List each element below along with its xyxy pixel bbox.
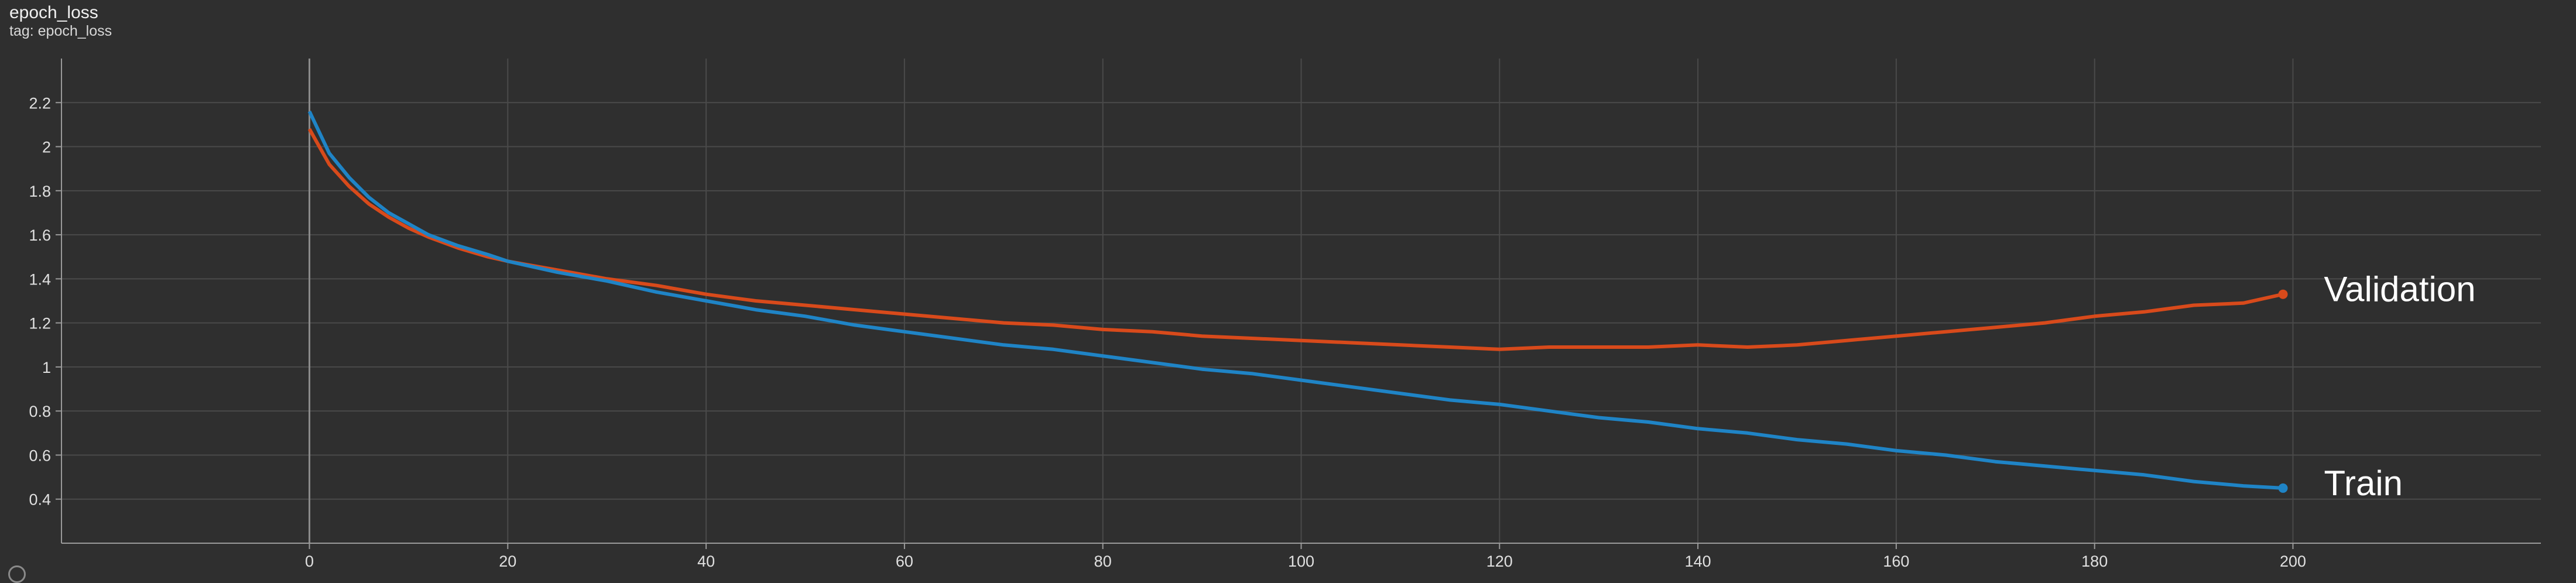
x-tick-label: 60 <box>896 553 913 570</box>
grid-lines <box>61 59 2541 543</box>
chart-title: epoch_loss <box>9 3 98 22</box>
chart-subtitle: tag: epoch_loss <box>9 23 112 39</box>
y-tick-label: 1.4 <box>29 270 51 288</box>
y-tick-label: 0.6 <box>29 447 51 464</box>
y-tick-label: 2.2 <box>29 94 51 112</box>
train-series-label: Train <box>2324 464 2403 503</box>
y-tick-label: 1.2 <box>29 315 51 332</box>
validation-series-line <box>307 128 2284 351</box>
axes <box>56 59 2541 549</box>
x-tick-label: 160 <box>1883 553 1909 570</box>
y-tick-label: 1.8 <box>29 183 51 200</box>
validation-end-point <box>2278 289 2288 299</box>
validation-series-label: Validation <box>2324 270 2476 309</box>
x-tick-label: 180 <box>2081 553 2108 570</box>
x-tick-label: 100 <box>1288 553 1314 570</box>
x-tick-label: 0 <box>305 553 314 570</box>
chart-header: epoch_loss tag: epoch_loss <box>9 4 112 40</box>
y-tick-label: 1.6 <box>29 227 51 244</box>
x-tick-label: 200 <box>2280 553 2306 570</box>
train-end-point <box>2278 483 2288 493</box>
y-tick-label: 1 <box>42 359 51 376</box>
tick-labels: 0.4 0.6 0.8 1 1.2 1.4 1.6 1.8 2 2.2 0 20 40 60 80 100 12… <box>29 94 2306 570</box>
x-tick-label: 20 <box>499 553 516 570</box>
y-tick-label: 2 <box>42 139 51 156</box>
series-group: Validation Train <box>307 111 2476 503</box>
x-tick-label: 140 <box>1685 553 1711 570</box>
settings-circle-icon[interactable] <box>8 565 26 583</box>
x-tick-label: 80 <box>1094 553 1112 570</box>
train-series-line <box>307 111 2283 490</box>
y-tick-label: 0.8 <box>29 403 51 420</box>
x-tick-label: 40 <box>697 553 715 570</box>
x-tick-label: 120 <box>1486 553 1513 570</box>
y-tick-label: 0.4 <box>29 491 51 509</box>
